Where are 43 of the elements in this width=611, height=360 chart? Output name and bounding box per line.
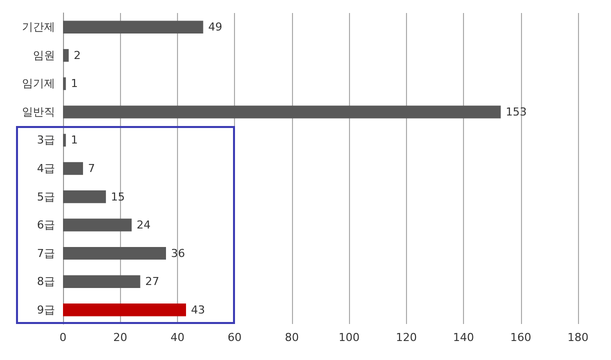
data-label: 1	[70, 77, 78, 90]
y-tick-label: 기간제	[22, 20, 55, 34]
data-label: 153	[506, 105, 527, 118]
y-tick-label: 일반직	[22, 105, 55, 118]
x-tick-label: 180	[568, 331, 588, 344]
bar	[63, 190, 106, 204]
data-label: 43	[191, 303, 206, 316]
y-tick-label: 임원	[33, 48, 55, 62]
data-label: 1	[70, 134, 78, 147]
bar	[63, 134, 66, 147]
bar	[63, 218, 132, 232]
y-tick-label: 5급	[37, 190, 55, 204]
x-tick-label: 100	[338, 331, 360, 344]
data-label: 2	[74, 48, 81, 62]
x-tick-label: 40	[170, 331, 184, 344]
x-tick-label: 20	[113, 331, 128, 344]
data-label: 15	[110, 190, 125, 204]
y-tick-label: 9급	[37, 303, 55, 316]
bar	[63, 162, 84, 175]
x-tick-label: 80	[284, 331, 299, 344]
bar	[63, 77, 66, 90]
y-tick-label: 8급	[37, 275, 55, 288]
bar	[63, 304, 186, 316]
data-label: 7	[88, 162, 96, 175]
y-tick-label: 7급	[37, 246, 55, 260]
bar	[63, 246, 166, 260]
y-tick-label: 4급	[37, 162, 55, 175]
data-label: 36	[171, 246, 185, 260]
x-tick-label: 120	[396, 331, 417, 344]
y-tick-label: 임기제	[22, 77, 55, 90]
data-label: 24	[136, 218, 151, 232]
bar	[63, 106, 501, 118]
y-tick-label: 3급	[37, 134, 55, 147]
data-label: 27	[145, 275, 160, 288]
bar	[63, 49, 69, 62]
x-tick-label: 60	[228, 331, 242, 344]
data-label: 49	[208, 20, 222, 34]
x-tick-label: 160	[510, 331, 532, 344]
bar	[63, 275, 140, 288]
bar	[63, 20, 204, 34]
x-tick-label: 0	[60, 331, 66, 344]
x-tick-label: 140	[453, 331, 474, 344]
y-tick-label: 6급	[37, 218, 55, 232]
